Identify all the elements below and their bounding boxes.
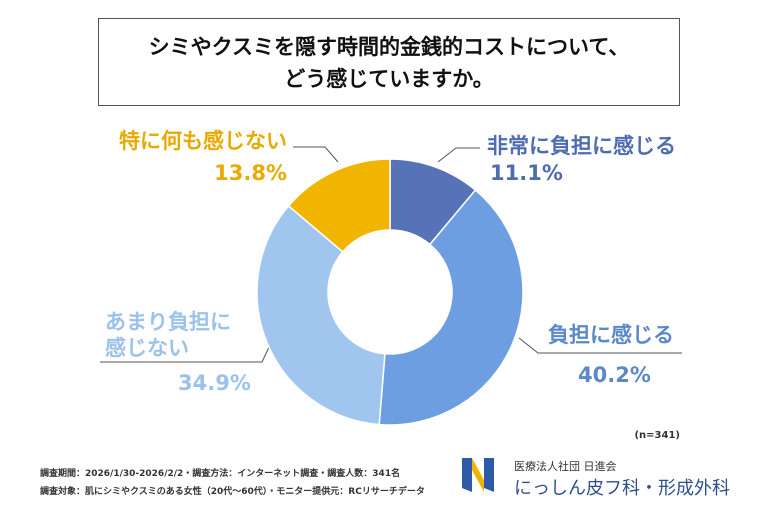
slice-label: 非常に負担に感じる bbox=[487, 134, 676, 158]
value-label: 40.2% bbox=[578, 363, 651, 387]
donut-slice bbox=[378, 188, 524, 426]
leader-line bbox=[293, 146, 339, 163]
leader-line bbox=[518, 337, 682, 354]
value-label: 11.1% bbox=[490, 161, 563, 185]
slice-label: 負担に感じる bbox=[548, 323, 674, 347]
donut-slice bbox=[256, 204, 386, 426]
leader-line bbox=[437, 147, 480, 163]
logo bbox=[462, 458, 494, 492]
value-label: 13.8% bbox=[214, 161, 287, 185]
slice-label: あまり負担に感じない bbox=[105, 310, 231, 360]
footnote: 調査期間：2026/1/30-2026/2/2・調査方法：インターネット調査・調… bbox=[40, 469, 401, 479]
clinic-name: にっしん皮フ科・形成外科 bbox=[514, 478, 730, 499]
slice-label: 特に何も感じない bbox=[119, 129, 287, 153]
title-line: どう感じていますか。 bbox=[284, 67, 494, 91]
donut-slice bbox=[287, 158, 391, 253]
leader-line bbox=[100, 344, 271, 363]
sample-size: (n=341) bbox=[634, 430, 680, 441]
title-line: シミやクスミを隠す時間的金銭的コストについて、 bbox=[148, 35, 630, 59]
title-box: シミやクスミを隠す時間的金銭的コストについて、 どう感じていますか。 bbox=[98, 18, 680, 106]
footnote: 調査対象：肌にシミやクスミのある女性（20代～60代）・モニター提供元：RCリサ… bbox=[40, 487, 425, 497]
organization: 医療法人社団 日進会 bbox=[514, 460, 617, 473]
value-label: 34.9% bbox=[178, 371, 251, 395]
leader-lines bbox=[100, 146, 682, 363]
